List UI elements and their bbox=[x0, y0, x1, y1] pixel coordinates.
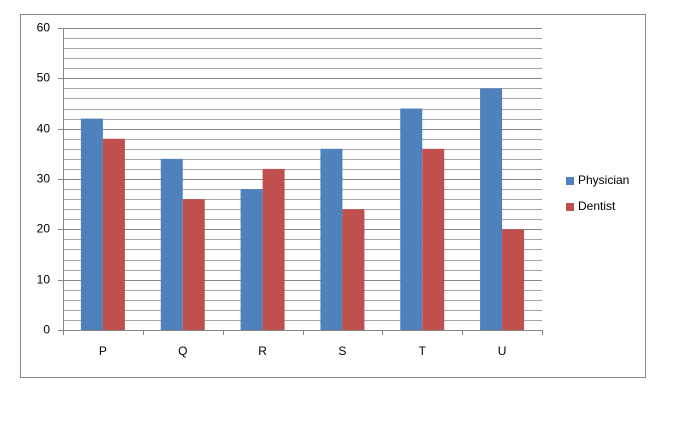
y-tick-label: 60 bbox=[37, 21, 51, 35]
y-tick-label: 40 bbox=[37, 122, 51, 136]
bar bbox=[262, 168, 285, 330]
bar bbox=[502, 229, 525, 330]
bar bbox=[480, 88, 503, 331]
x-tick-label: Q bbox=[178, 344, 187, 358]
y-tick-label: 10 bbox=[37, 273, 51, 287]
y-tick-label: 30 bbox=[37, 172, 51, 186]
bar bbox=[422, 148, 445, 330]
x-tick-label: U bbox=[498, 344, 507, 358]
legend: Physician Dentist bbox=[566, 173, 629, 213]
bar bbox=[240, 189, 263, 330]
y-tick-label: 0 bbox=[43, 323, 50, 337]
bar bbox=[400, 108, 423, 331]
bar bbox=[160, 158, 183, 330]
x-tick-label: R bbox=[258, 344, 267, 358]
x-tick-label: P bbox=[99, 344, 107, 358]
bars bbox=[80, 88, 525, 331]
x-tick-label: T bbox=[419, 344, 427, 358]
axes: 0 10 20 30 40 50 60 P Q R S T U bbox=[37, 21, 543, 358]
y-tick-label: 20 bbox=[37, 222, 51, 236]
bar bbox=[102, 138, 125, 330]
legend-label: Dentist bbox=[578, 199, 616, 213]
bar bbox=[320, 148, 343, 330]
legend-swatch bbox=[566, 177, 574, 185]
bar bbox=[342, 209, 365, 330]
legend-swatch bbox=[566, 203, 574, 211]
bar bbox=[80, 118, 103, 330]
legend-label: Physician bbox=[578, 173, 629, 187]
bar bbox=[182, 199, 205, 330]
x-tick-label: S bbox=[338, 344, 346, 358]
y-tick-label: 50 bbox=[37, 71, 51, 85]
